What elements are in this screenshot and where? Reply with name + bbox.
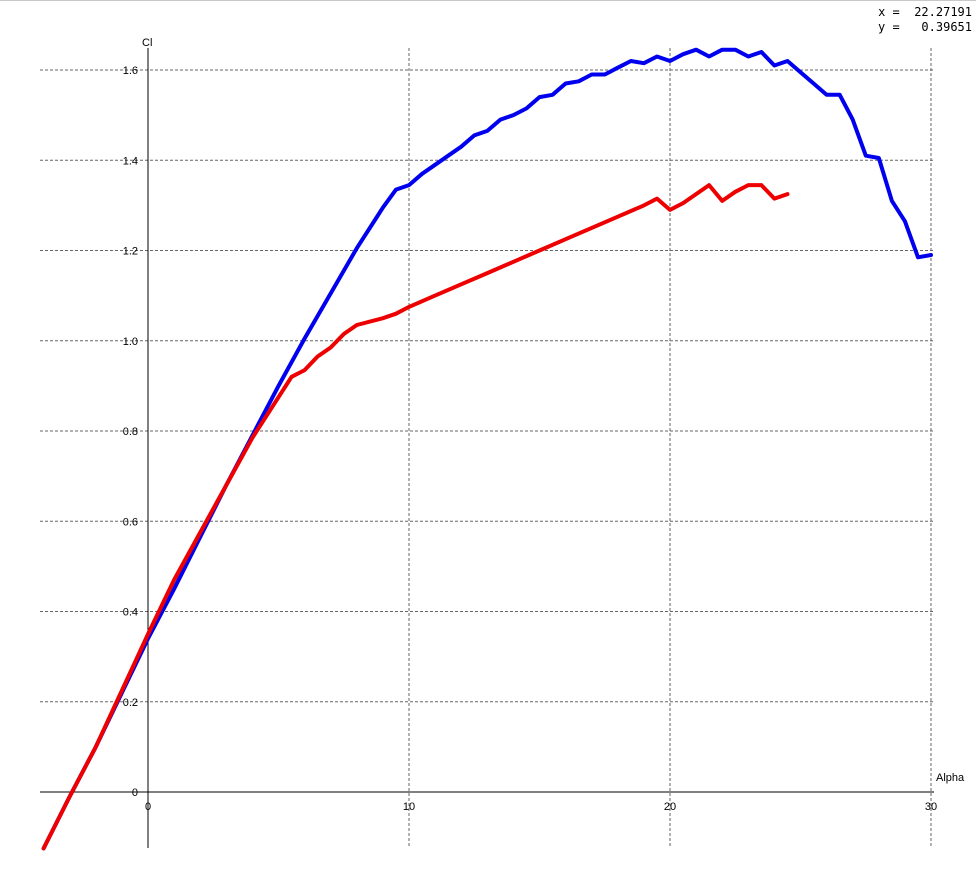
y-tick-label: 1.2 <box>123 246 138 258</box>
cursor-readout: x = 22.27191 y = 0.39651 <box>878 5 972 35</box>
cursor-x-value: 22.27191 <box>914 5 972 19</box>
y-tick-label: 1.6 <box>123 65 138 77</box>
x-tick-label: 10 <box>403 801 415 813</box>
y-tick-label: 1.0 <box>123 336 138 348</box>
y-tick-label: 1.4 <box>123 155 138 167</box>
y-tick-label: 0.6 <box>123 516 138 528</box>
y-axis-label: Cl <box>142 37 152 49</box>
cursor-y-value: 0.39651 <box>921 20 972 34</box>
series-lines <box>41 47 933 851</box>
axes <box>40 48 934 848</box>
tick-labels: 0 0.2 0.4 0.6 0.8 1.0 1.2 1.4 1.6 0 10 20 30 <box>123 65 937 813</box>
x-tick-label: 30 <box>925 801 937 813</box>
y-tick-label: 0 <box>132 787 138 799</box>
series-line-2 <box>41 183 790 851</box>
cursor-x-label: x = <box>878 5 900 19</box>
x-tick-label: 0 <box>145 801 151 813</box>
cursor-x-row: x = 22.27191 <box>878 5 972 20</box>
grid <box>40 48 934 848</box>
y-tick-label: 0.8 <box>123 426 138 438</box>
y-tick-label: 0.4 <box>123 607 138 619</box>
cursor-y-label: y = <box>878 20 900 34</box>
y-tick-label: 0.2 <box>123 697 138 709</box>
cursor-y-row: y = 0.39651 <box>878 20 972 35</box>
series-line-1 <box>41 47 933 851</box>
x-axis-label: Alpha <box>936 772 965 784</box>
top-border <box>0 0 976 1</box>
x-tick-label: 20 <box>664 801 676 813</box>
